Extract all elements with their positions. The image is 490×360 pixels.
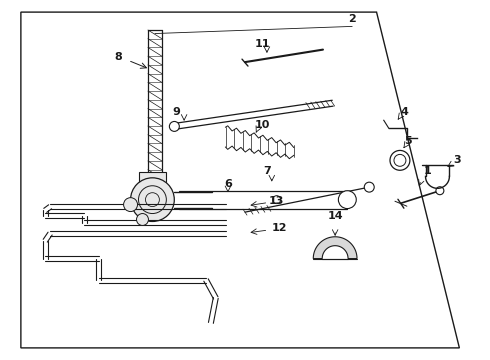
Text: 5: 5: [404, 136, 412, 146]
Circle shape: [273, 196, 281, 204]
Text: 9: 9: [173, 107, 181, 117]
Text: 8: 8: [115, 52, 122, 62]
Circle shape: [364, 182, 374, 192]
Text: 10: 10: [254, 120, 270, 130]
Circle shape: [137, 213, 148, 225]
Text: 4: 4: [401, 107, 409, 117]
Polygon shape: [313, 237, 357, 258]
Text: 14: 14: [327, 211, 343, 221]
Text: 1: 1: [424, 166, 432, 176]
Bar: [139, 172, 166, 186]
Text: 7: 7: [263, 166, 271, 176]
Circle shape: [436, 187, 444, 195]
Circle shape: [339, 191, 356, 208]
Circle shape: [130, 178, 174, 221]
Circle shape: [123, 198, 138, 212]
Text: 13: 13: [269, 196, 284, 206]
Text: 3: 3: [453, 156, 461, 165]
Text: 6: 6: [224, 179, 232, 189]
Circle shape: [170, 121, 179, 131]
Text: 12: 12: [271, 223, 287, 233]
Text: 2: 2: [348, 14, 356, 24]
Text: 11: 11: [254, 39, 270, 49]
